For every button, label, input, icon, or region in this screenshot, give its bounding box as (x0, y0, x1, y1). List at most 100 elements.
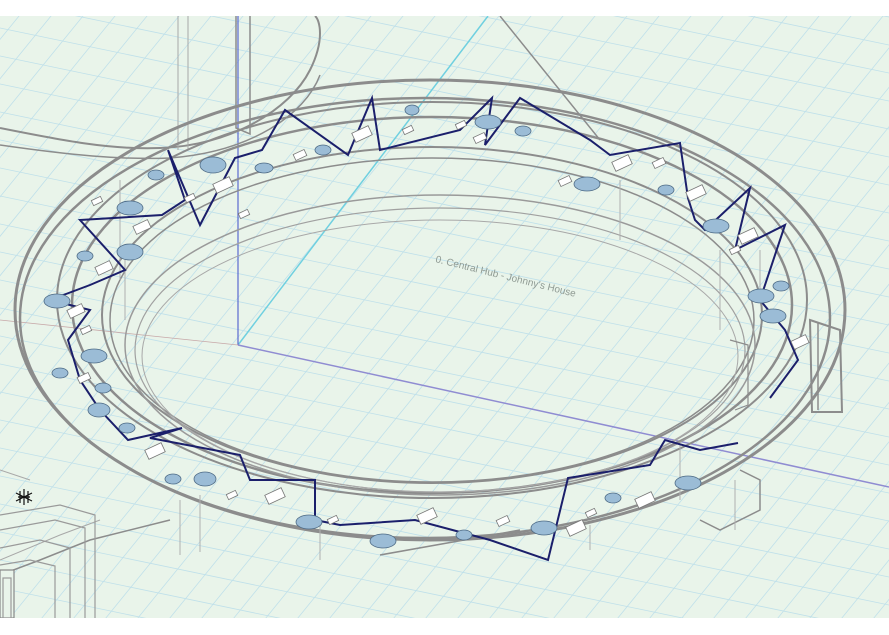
node-square[interactable] (351, 125, 373, 143)
grid-line (585, 244, 889, 618)
node-circle[interactable] (702, 218, 730, 234)
corner-building (0, 504, 96, 618)
node-square[interactable] (565, 519, 587, 537)
grid-line (0, 559, 281, 618)
grid-line (777, 480, 889, 618)
node-square[interactable] (79, 324, 93, 336)
node-circle[interactable] (199, 156, 227, 174)
grid-line (201, 16, 692, 618)
grid-line (0, 16, 244, 316)
node-square[interactable] (790, 334, 810, 350)
node-square[interactable] (472, 131, 488, 145)
node-square[interactable] (144, 442, 166, 460)
grid-line (233, 16, 724, 618)
grid-line (425, 47, 889, 618)
node-circle[interactable] (674, 475, 702, 491)
node-square[interactable] (685, 184, 707, 202)
grid-line (361, 16, 852, 618)
node-square[interactable] (94, 260, 114, 276)
axis-x-line (237, 344, 889, 488)
node-circle[interactable] (404, 104, 420, 116)
axis-x-neg-line (0, 319, 239, 346)
grid-line (681, 362, 889, 618)
grid-line (873, 598, 889, 618)
node-square[interactable] (237, 208, 251, 220)
grid-line (209, 16, 889, 158)
node-circle[interactable] (164, 473, 182, 485)
grid-line (0, 223, 889, 410)
node-square[interactable] (212, 176, 234, 194)
node-square[interactable] (737, 227, 759, 245)
grid-line (169, 16, 660, 618)
grid-line (41, 16, 532, 618)
grid-line (841, 559, 889, 618)
node-square[interactable] (454, 119, 468, 131)
node-square[interactable] (76, 371, 92, 385)
node-square[interactable] (728, 244, 742, 256)
grid-line (0, 503, 550, 618)
grid-line (649, 323, 889, 618)
node-circle[interactable] (314, 144, 332, 156)
node-circle[interactable] (254, 162, 274, 174)
grid-line (0, 447, 819, 618)
node-circle[interactable] (76, 250, 94, 262)
grid-line (0, 55, 889, 242)
node-circle[interactable] (193, 471, 217, 487)
node-square[interactable] (584, 507, 598, 519)
grid-line (0, 531, 416, 618)
node-circle[interactable] (514, 125, 532, 137)
node-square[interactable] (401, 124, 415, 136)
node-circle[interactable] (118, 422, 136, 434)
node-square[interactable] (132, 219, 152, 235)
grid-line (0, 16, 276, 356)
node-circle[interactable] (147, 169, 165, 181)
node-circle[interactable] (369, 533, 397, 549)
grid-line (0, 335, 889, 522)
node-square[interactable] (183, 192, 197, 204)
support-posts (119, 180, 761, 560)
grid-line (0, 16, 116, 159)
node-square[interactable] (416, 507, 438, 525)
node-circle[interactable] (604, 492, 622, 504)
node-square[interactable] (326, 514, 340, 526)
node-square[interactable] (66, 303, 86, 319)
grid-line (0, 391, 889, 578)
grid-line (0, 16, 212, 277)
node-circle[interactable] (530, 520, 558, 536)
node-circle[interactable] (94, 382, 112, 394)
node-square[interactable] (495, 514, 511, 528)
node-circle[interactable] (455, 529, 473, 541)
scene-canvas[interactable]: 0. Central Hub - Johnny's House (0, 16, 889, 618)
node-square[interactable] (634, 491, 656, 509)
node-circle[interactable] (116, 200, 144, 216)
node-square[interactable] (611, 154, 633, 172)
grid-line (297, 16, 788, 618)
node-square[interactable] (264, 487, 286, 505)
node-circle[interactable] (43, 293, 71, 309)
axis-y-line (237, 16, 489, 346)
node-circle[interactable] (573, 176, 601, 192)
grid-line (0, 615, 12, 618)
node-circle[interactable] (772, 280, 790, 292)
node-circle[interactable] (51, 367, 69, 379)
3d-viewport[interactable]: 0. Central Hub - Johnny's House (0, 16, 889, 618)
node-circle[interactable] (87, 402, 111, 418)
grid-line (553, 204, 889, 618)
node-circle[interactable] (80, 348, 108, 364)
node-square[interactable] (90, 195, 104, 207)
node-circle[interactable] (116, 243, 144, 261)
node-square[interactable] (225, 489, 239, 501)
node-circle[interactable] (759, 308, 787, 324)
grid-line (0, 16, 148, 198)
node-circle[interactable] (747, 288, 775, 304)
grid-line (0, 587, 147, 618)
node-circle[interactable] (474, 114, 502, 130)
node-square[interactable] (292, 148, 308, 162)
node-square[interactable] (557, 174, 573, 188)
node-circle[interactable] (295, 514, 323, 530)
node-circle[interactable] (657, 184, 675, 196)
origin-icon (15, 489, 33, 505)
node-square[interactable] (651, 156, 667, 170)
grid-line (0, 16, 404, 513)
grid-line (617, 283, 889, 618)
